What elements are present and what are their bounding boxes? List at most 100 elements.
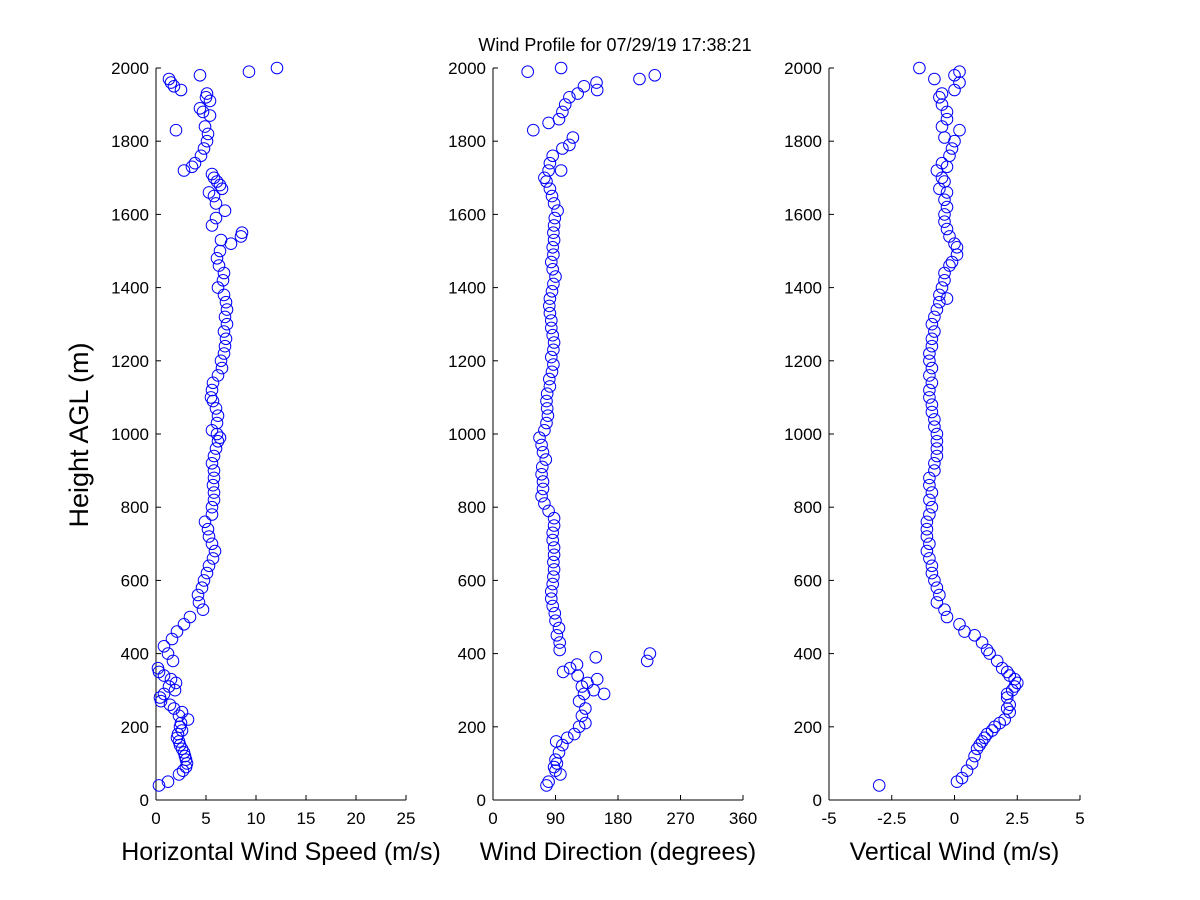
data-point [1011, 676, 1024, 690]
chart-title: Wind Profile for 07/29/19 17:38:21 [478, 35, 751, 55]
data-point [547, 219, 561, 232]
data-point [540, 416, 553, 430]
data-point [975, 636, 989, 649]
data-point [990, 654, 1004, 668]
y-tick-label: 2000 [111, 59, 149, 78]
subplot-3: 0 200 400 600 800 1000 1200 1400 1600 1800 2000 -5 -… [784, 59, 1085, 866]
data-point [547, 358, 560, 371]
data-point [220, 303, 234, 316]
y-tick-label: 800 [458, 498, 486, 517]
data-point [212, 259, 226, 272]
data-point [590, 76, 603, 89]
data-point [204, 391, 218, 404]
data-point [546, 328, 560, 342]
data-point [219, 332, 233, 346]
data-point [213, 178, 227, 192]
data-point [925, 405, 939, 419]
data-point [548, 211, 562, 225]
data-point [938, 603, 951, 617]
data-point [579, 702, 592, 715]
data-point [548, 607, 562, 620]
data-point [545, 255, 558, 269]
data-point [202, 530, 216, 543]
data-point [270, 61, 284, 75]
data-point [940, 610, 954, 624]
data-point [545, 350, 558, 364]
y-tick-label: 200 [458, 718, 486, 737]
y-axis-label: Height AGL (m) [64, 342, 94, 527]
data-point [209, 442, 223, 455]
data-point [577, 80, 591, 93]
y-tick-label: 200 [794, 718, 822, 737]
data-point [943, 230, 956, 243]
data-point [196, 105, 210, 119]
data-point [172, 768, 186, 781]
data-point [572, 694, 586, 708]
data-point [200, 134, 214, 148]
data-point [174, 83, 188, 97]
data-point [920, 544, 934, 558]
y-tick-label: 2000 [784, 59, 822, 78]
data-point [157, 687, 171, 701]
data-point [536, 475, 550, 488]
data-point [200, 566, 214, 580]
data-point [571, 87, 585, 100]
data-point [161, 775, 175, 789]
data-point [183, 610, 197, 624]
data-point [193, 69, 207, 82]
data-point [933, 295, 946, 309]
data-point [546, 263, 560, 276]
data-point [547, 226, 560, 239]
data-point [536, 460, 549, 474]
data-point [210, 175, 224, 188]
data-point [198, 120, 212, 133]
data-point [200, 87, 214, 100]
data-point [940, 112, 954, 126]
data-point [546, 241, 560, 254]
data-point [923, 508, 936, 521]
data-point [1003, 669, 1017, 682]
data-point [214, 354, 228, 368]
data-point [235, 226, 249, 239]
y-tick-label: 1600 [111, 205, 149, 224]
data-point [211, 409, 225, 423]
data-point [185, 160, 199, 174]
data-point [923, 552, 936, 565]
data-point [923, 471, 936, 485]
data-point [640, 654, 654, 668]
data-point [209, 402, 223, 415]
y-tick-label: 1800 [784, 132, 822, 151]
data-point [925, 332, 939, 346]
data-point [547, 570, 560, 584]
y-tick-label: 1200 [111, 352, 149, 371]
data-point [930, 303, 944, 316]
data-point [1000, 691, 1014, 704]
data-point [935, 120, 949, 133]
data-point [549, 270, 562, 283]
data-point [983, 647, 996, 660]
y-tick-label: 1400 [111, 279, 149, 298]
data-point [933, 91, 946, 104]
data-point [543, 292, 557, 305]
data-point [985, 724, 999, 737]
data-point [590, 83, 604, 97]
data-point [205, 537, 219, 551]
y-tick-label: 1600 [784, 205, 822, 224]
y-tick-label: 1600 [448, 205, 486, 224]
data-point [943, 149, 956, 163]
data-point [872, 779, 886, 792]
x-tick-label: 0 [151, 809, 160, 828]
data-point [597, 687, 611, 701]
data-point [933, 288, 946, 302]
data-point [547, 541, 561, 554]
y-tick-label: 800 [121, 498, 149, 517]
data-point [930, 427, 944, 441]
data-point [556, 665, 570, 679]
data-point [170, 625, 184, 638]
data-point [913, 61, 926, 75]
data-point [539, 453, 553, 466]
data-point [928, 420, 941, 434]
data-point [202, 559, 216, 573]
data-point [945, 142, 959, 155]
data-point [211, 435, 225, 448]
